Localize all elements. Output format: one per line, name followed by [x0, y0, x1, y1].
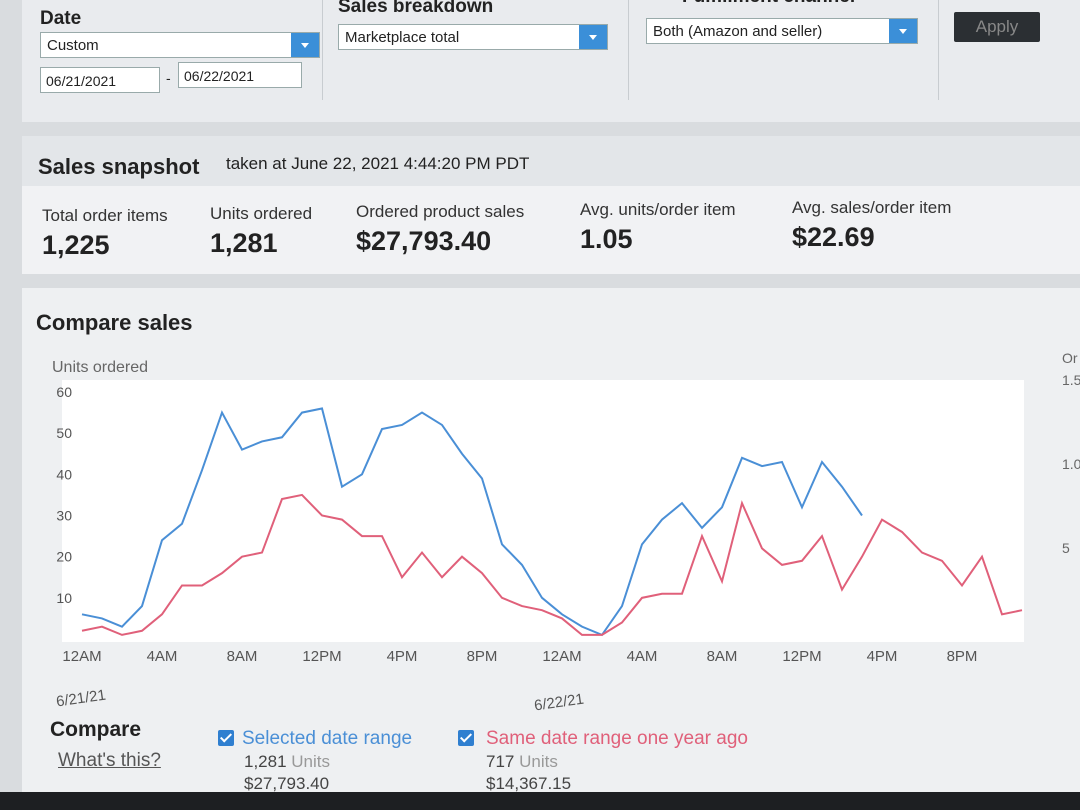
dropdown-arrow — [579, 25, 607, 49]
date-preset: Custom — [47, 37, 99, 54]
series-line — [81, 493, 1023, 636]
x-tick-label: 12PM — [782, 648, 821, 665]
date-separator: - — [166, 70, 171, 86]
units-word: Units — [291, 752, 331, 771]
series-line — [81, 407, 863, 637]
help-link[interactable]: What's this? — [58, 750, 161, 771]
units-value: 1,281 — [244, 752, 287, 771]
taskbar — [0, 792, 1080, 810]
metric-label: Total order items — [42, 206, 168, 225]
legend-entry: Same date range one year ago — [486, 728, 748, 749]
date-label: Date — [40, 8, 82, 29]
snapshot-title: Sales snapshot — [38, 154, 200, 179]
y-tick-label: 10 — [56, 590, 72, 606]
divider — [322, 0, 323, 100]
y-tick-label: 50 — [56, 425, 72, 441]
channel-label: Fulfillment channel — [682, 0, 855, 8]
metric-label: Ordered product sales — [356, 202, 525, 221]
legend-sales: $14,367.15 — [486, 774, 572, 793]
metric-value: $27,793.40 — [356, 226, 492, 256]
checkbox[interactable] — [218, 730, 234, 746]
snapshot-panel: Sales snapshot taken at June 22, 2021 4:… — [22, 136, 1080, 274]
metric-value: 1.05 — [580, 224, 633, 254]
filter-bar: Date Custom 06/21/2021 - 06/22/2021 Sale… — [22, 0, 1080, 122]
y-tick-label: 40 — [56, 466, 72, 482]
snapshot-subtitle: taken at June 22, 2021 4:44:20 PM PDT — [226, 154, 530, 173]
right-axis-label: 1.0 — [1062, 456, 1080, 472]
breakdown-value: Marketplace total — [345, 29, 460, 46]
x-tick-label: 4PM — [867, 648, 898, 665]
right-axis-label: Or — [1062, 350, 1078, 366]
y-tick-label: 60 — [56, 384, 72, 400]
compare-label: Compare — [50, 718, 142, 741]
dropdown-arrow — [889, 19, 917, 43]
dropdown-arrow — [291, 33, 319, 57]
x-tick-label: 12PM — [302, 648, 341, 665]
legend-units: 717 Units — [486, 752, 558, 772]
right-axis-label: 5 — [1062, 540, 1070, 556]
x-tick-label: 4AM — [627, 648, 658, 665]
units-word: Units — [519, 752, 558, 771]
x-tick-label: 8PM — [467, 648, 498, 665]
x-tick-label: 8AM — [707, 648, 738, 665]
channel-select[interactable]: Both (Amazon and seller) — [646, 18, 918, 44]
units-value: 717 — [486, 752, 515, 771]
divider — [628, 0, 629, 100]
x-tick-label: 12AM — [542, 648, 581, 665]
date-preset-select[interactable]: Custom — [40, 32, 320, 58]
metric-label: Avg. sales/order item — [792, 198, 952, 217]
y-tick-label: 20 — [56, 549, 72, 565]
breakdown-select[interactable]: Marketplace total — [338, 24, 608, 50]
metric-label: Avg. units/order item — [580, 200, 736, 219]
checkbox[interactable] — [458, 730, 474, 746]
x-tick-label: 8PM — [947, 648, 978, 665]
breakdown-label: Sales breakdown — [338, 0, 494, 17]
x-tick-label: 4PM — [387, 648, 418, 665]
plot-area — [62, 380, 1024, 642]
channel-value: Both (Amazon and seller) — [653, 23, 823, 40]
y-axis-title: Units ordered — [52, 359, 148, 376]
x-tick-label: 12AM — [62, 648, 101, 665]
legend-entry: Selected date range — [242, 728, 413, 749]
chart: Units ordered 10 20 30 40 50 60 12AM 4AM 8AM 12PM… — [52, 359, 1024, 665]
legend-units: 1,281 Units — [244, 752, 330, 772]
metric-value: 1,225 — [42, 230, 110, 260]
y-tick-label: 30 — [56, 508, 72, 524]
start-date-input[interactable]: 06/21/2021 — [40, 67, 160, 93]
x-tick-label: 8AM — [227, 648, 258, 665]
end-date-input[interactable]: 06/22/2021 — [178, 62, 302, 88]
metric-value: $22.69 — [792, 222, 875, 252]
compare-title: Compare sales — [36, 310, 193, 335]
metric-value: 1,281 — [210, 228, 278, 258]
metric-label: Units ordered — [210, 204, 313, 223]
right-axis-label: 1.5 — [1062, 372, 1080, 388]
snapshot-header — [22, 136, 1080, 186]
apply-button[interactable]: Apply — [954, 12, 1040, 42]
legend-sales: $27,793.40 — [244, 774, 330, 793]
divider — [938, 0, 939, 100]
x-tick-label: 4AM — [147, 648, 178, 665]
